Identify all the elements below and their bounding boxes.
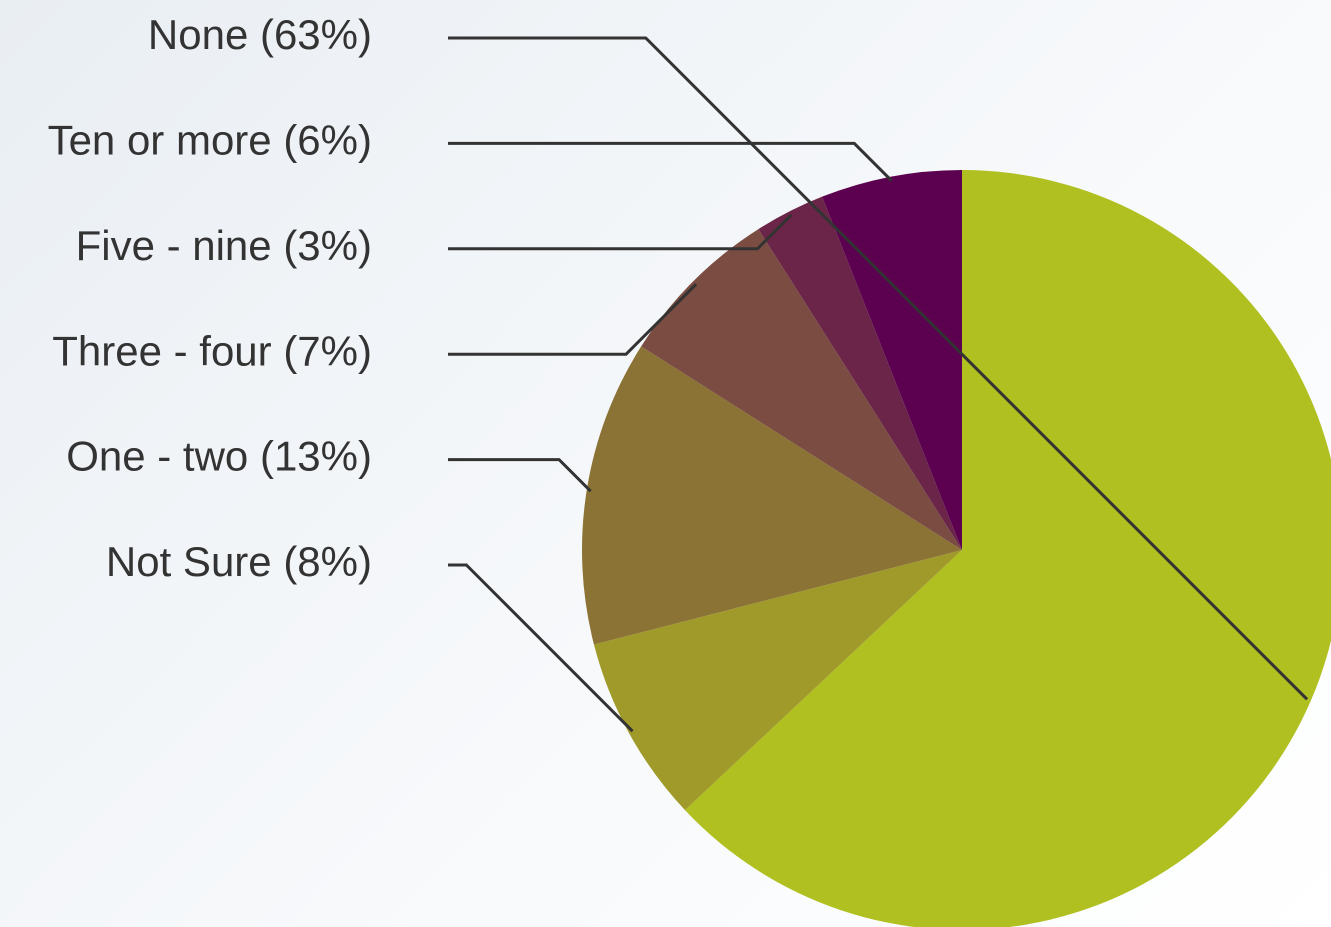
leader-line <box>448 458 592 493</box>
leader-line <box>448 36 1309 701</box>
slice-label: None (63%) <box>148 11 372 58</box>
slice-label: Ten or more (6%) <box>48 116 372 163</box>
leader-line <box>448 141 893 182</box>
leader-line <box>448 563 634 733</box>
slice-label: Three - four (7%) <box>52 327 372 374</box>
pie-slice <box>758 196 962 550</box>
pie-slice <box>684 170 1331 927</box>
pie-slice <box>822 170 962 550</box>
leader-line <box>448 213 793 251</box>
leader-line <box>448 283 698 356</box>
pie-slice <box>582 346 962 645</box>
slice-label: Not Sure (8%) <box>106 538 372 585</box>
pie-slice <box>641 229 962 550</box>
pie-slice <box>593 550 962 811</box>
slice-label: Five - nine (3%) <box>76 222 372 269</box>
slice-label: One - two (13%) <box>66 433 372 480</box>
